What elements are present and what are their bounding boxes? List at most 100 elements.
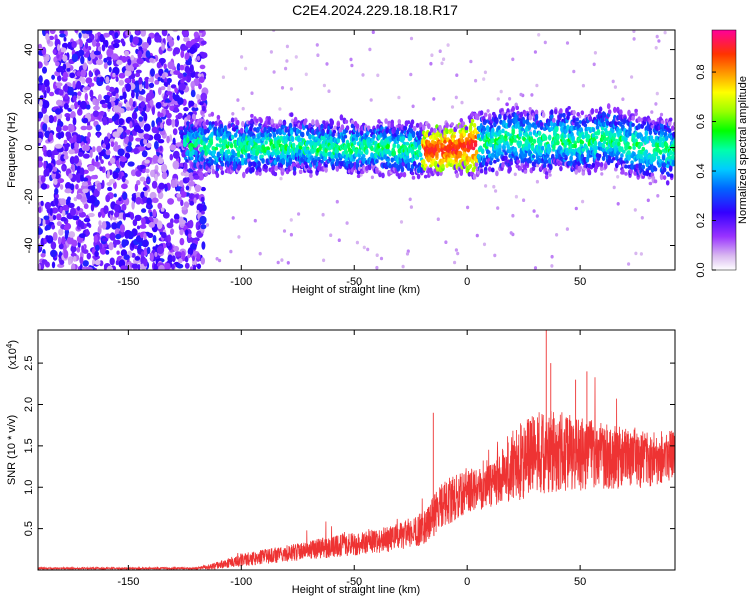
spectrogram-noise-cell — [193, 77, 201, 87]
spectrogram-noise-cell — [177, 258, 183, 264]
spectrogram-ridge-cell — [534, 113, 539, 121]
spectrogram-noise-cell — [145, 81, 149, 90]
spectrogram-ridge-cell — [204, 151, 208, 156]
spectrogram-noise-cell — [173, 70, 181, 75]
spectrogram-noise-cell — [131, 78, 136, 84]
spectrogram-faint-cell — [446, 43, 450, 47]
spectrogram-noise-cell — [201, 241, 206, 250]
spectrogram-ridge-cell — [487, 150, 491, 155]
spectrogram-noise-cell — [70, 252, 77, 257]
spectrogram-ridge-cell — [273, 171, 278, 177]
spectrogram-faint-cell — [572, 69, 576, 74]
spectrogram-noise-cell — [51, 261, 56, 269]
spectrogram-ridge-cell — [185, 159, 189, 163]
spectrogram-noise-cell — [86, 38, 93, 43]
spectrogram-noise-cell — [71, 239, 78, 247]
spectrogram-ridge-cell — [559, 165, 563, 172]
spectrogram-noise-cell — [38, 182, 41, 190]
spectrogram-noise-cell — [41, 46, 47, 56]
spectrogram-ridge-cell — [601, 155, 606, 161]
spectrogram-noise-cell — [67, 41, 72, 50]
spectrogram-faint-cell — [492, 184, 496, 189]
spectrogram-noise-cell — [109, 257, 115, 266]
spectrogram-noise-cell — [58, 243, 64, 250]
spectrogram-ridge-cell — [396, 143, 401, 149]
spectrogram-noise-cell — [49, 30, 56, 35]
spectrogram-noise-cell — [88, 195, 96, 204]
spectrogram-faint-cell — [639, 252, 644, 256]
spectrogram-ridge-cell — [250, 113, 254, 118]
spectrogram-noise-cell — [103, 62, 108, 69]
spectrogram-ridge-cell — [624, 164, 628, 169]
spectrogram-ridge-cell — [491, 137, 495, 144]
spectrogram-noise-cell — [185, 229, 189, 236]
spectrogram-ridge-cell — [305, 164, 309, 169]
spectrogram-noise-cell — [137, 95, 144, 101]
spectrogram-ridge-cell — [273, 137, 278, 141]
spectrogram-noise-cell — [107, 169, 110, 179]
spectrogram-ridge-cell — [381, 172, 385, 179]
spectrogram-noise-cell — [138, 77, 143, 85]
spectrogram-ridge-cell — [497, 125, 501, 130]
spectrogram-noise-cell — [70, 104, 75, 110]
spectrogram-noise-cell — [38, 111, 44, 119]
spectrogram-ridge-cell — [247, 144, 251, 151]
spectrogram-faint-cell — [508, 97, 512, 101]
spectrogram-faint-cell — [611, 79, 615, 84]
spectrogram-noise-cell — [196, 203, 204, 212]
spectrogram-ridge-cell — [522, 119, 527, 125]
spectrogram-faint-cell — [285, 59, 289, 63]
spectrogram-noise-cell — [132, 36, 139, 45]
spectrogram-noise-cell — [46, 208, 51, 214]
spectrogram-ridge-cell — [289, 129, 294, 136]
spectrogram-ridge-cell — [597, 153, 602, 159]
spectrogram-noise-cell — [186, 68, 191, 77]
spectrogram-ridge-cell — [300, 131, 305, 138]
spectrogram-noise-cell — [193, 264, 196, 270]
spectrogram-noise-cell — [44, 201, 52, 210]
spectrogram-ridge-cell — [464, 126, 469, 131]
spectrogram-noise-cell — [70, 183, 75, 191]
spectrogram-ridge-cell — [289, 112, 294, 118]
spectrogram-ridge-cell — [543, 135, 548, 141]
spectrogram-ridge-cell — [493, 159, 497, 164]
spectrogram-faint-cell — [276, 260, 280, 265]
spectrogram-noise-cell — [129, 121, 133, 129]
spectrogram-ridge-cell — [602, 112, 607, 119]
spectrogram-noise-cell — [79, 212, 87, 218]
spectrogram-faint-cell — [565, 227, 570, 231]
spectrogram-faint-cell — [650, 110, 654, 114]
spectrogram-noise-cell — [166, 135, 170, 144]
spectrogram-faint-cell — [280, 86, 285, 90]
spectrogram-faint-cell — [215, 257, 219, 261]
spectrogram-noise-cell — [103, 32, 110, 38]
spectrogram-noise-cell — [95, 102, 99, 108]
spectrogram-noise-cell — [133, 245, 138, 250]
spectrogram-noise-cell — [184, 262, 190, 269]
spectrogram-ridge-cell — [513, 135, 517, 140]
spectrogram-ridge-cell — [291, 142, 296, 149]
spectrogram-noise-cell — [133, 147, 139, 155]
spectrogram-noise-cell — [154, 173, 158, 182]
spectrogram-ridge-cell — [586, 133, 591, 140]
spectrogram-faint-cell — [632, 30, 636, 33]
spectrogram-noise-cell — [104, 39, 109, 48]
spectrogram-noise-cell — [54, 108, 62, 115]
spectrogram-ridge-cell — [463, 147, 468, 152]
spectrogram-noise-cell — [57, 44, 61, 51]
spectrogram-noise-cell — [106, 265, 114, 270]
spectrogram-faint-cell — [370, 175, 374, 180]
spectrogram-noise-cell — [96, 145, 102, 153]
spectrogram-ridge-cell — [476, 170, 481, 175]
spectrogram-noise-cell — [118, 118, 124, 126]
spectrogram-faint-cell — [496, 97, 500, 101]
spectrogram-noise-cell — [95, 124, 101, 132]
spectrogram-ridge-cell — [501, 161, 505, 168]
spectrogram-noise-cell — [118, 72, 126, 79]
spectrogram-noise-cell — [200, 224, 207, 230]
spectrogram-noise-cell — [72, 215, 80, 221]
spectrogram-ridge-cell — [638, 162, 642, 167]
spectrogram-ridge-cell — [272, 127, 277, 132]
spectrogram-faint-cell — [442, 57, 446, 61]
spectrogram-noise-cell — [134, 72, 141, 78]
